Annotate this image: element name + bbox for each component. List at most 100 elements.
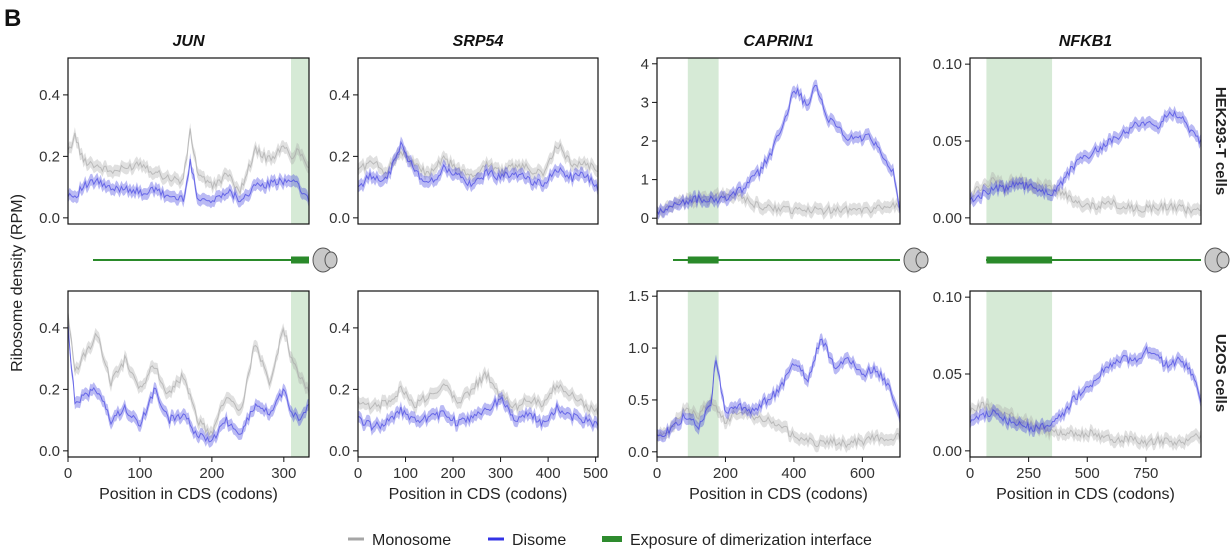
panel-label: B [4, 5, 21, 32]
ribosome-small-subunit [915, 251, 929, 269]
series-group [68, 122, 309, 209]
series-line-disome [358, 396, 598, 432]
series-band-disome [657, 79, 900, 220]
x-tick-label: 400 [536, 465, 561, 482]
panel-title: NFKB1 [1059, 33, 1112, 50]
x-axis-label: Position in CDS (codons) [99, 486, 278, 503]
panel-title: JUN [172, 33, 204, 50]
series-band-monosome [970, 396, 1201, 452]
x-tick-label: 0 [354, 465, 362, 482]
series-band-disome [358, 136, 598, 197]
panel-title: CAPRIN1 [743, 33, 813, 50]
y-tick-label: 0.5 [628, 392, 649, 409]
legend-swatch-interface [602, 536, 622, 542]
y-tick-label: 0.4 [39, 87, 60, 104]
legend-label-disome: Disome [512, 532, 566, 549]
dimerization-interface-bar [687, 256, 719, 264]
gene-schematic-caprin1 [673, 247, 929, 273]
series-band-disome [970, 341, 1201, 437]
y-tick-label: 2 [641, 133, 649, 150]
x-tick-label: 0 [653, 465, 661, 482]
x-tick-label: 200 [199, 465, 224, 482]
panel-frame [67, 57, 310, 225]
series-band-disome [657, 333, 900, 443]
x-axis-label: Position in CDS (codons) [389, 486, 568, 503]
x-tick-label: 300 [271, 465, 296, 482]
series-band-monosome [657, 393, 900, 453]
x-axis-label: Position in CDS (codons) [996, 486, 1175, 503]
series-group [970, 105, 1201, 220]
series-line-monosome [68, 313, 309, 437]
y-tick-label: 4 [641, 56, 649, 73]
panel-caprin1-hek293t: 0 1 2 3 4 CAPRIN1 [641, 33, 901, 227]
series-line-disome [358, 140, 598, 192]
panel-srp54-hek293t: 0.0 0.2 0.4 SRP54 [329, 33, 599, 227]
panel-jun-hek293t: 0.0 0.2 0.4 JUN [39, 33, 310, 227]
panel-frame [67, 290, 310, 458]
x-tick-label: 0 [966, 465, 974, 482]
y-tick-label: 0.4 [329, 87, 350, 104]
series-group [358, 366, 598, 436]
panel-nfkb1-hek293t: 0.00 0.05 0.10 NFKB1 [933, 33, 1202, 227]
panel-srp54-u2os: 0.0 0.2 0.4 0 100 200 300 400 500 Position in CDS… [329, 290, 608, 503]
x-tick-label: 200 [713, 465, 738, 482]
series-group [68, 307, 309, 448]
series-line-monosome [657, 396, 900, 449]
y-tick-label: 0.2 [329, 148, 350, 165]
series-line-disome [657, 338, 900, 437]
x-tick-label: 300 [488, 465, 513, 482]
interface-highlight [291, 291, 309, 457]
legend-label-monosome: Monosome [372, 532, 451, 549]
y-axis-label: Ribosome density (RPM) [9, 194, 26, 372]
series-line-monosome [970, 401, 1201, 447]
y-tick-label: 0.05 [933, 366, 962, 383]
panel-frame [656, 290, 901, 458]
series-band-disome [68, 318, 309, 448]
y-tick-label: 0.05 [933, 133, 962, 150]
series-group [358, 136, 598, 197]
series-line-monosome [358, 142, 598, 178]
row-label-u2os: U2OS cells [1212, 334, 1229, 412]
x-axis-label: Position in CDS (codons) [689, 486, 868, 503]
x-tick-label: 0 [64, 465, 72, 482]
row-label-hek: HEK293-T cells [1212, 87, 1229, 195]
series-group [970, 341, 1201, 452]
panel-caprin1-u2os: 0.0 0.5 1.0 1.5 0 200 400 600 Position in CDS (c… [628, 288, 901, 503]
y-tick-label: 0.2 [39, 381, 60, 398]
series-line-disome [970, 110, 1201, 203]
series-line-monosome [358, 370, 598, 416]
chart-panels: 0.0 0.2 0.4 JUN 0.0 0.2 0.4 SRP54 0 1 2 3 4 CAPRIN1 0.… [39, 33, 1202, 503]
y-tick-label: 1 [641, 172, 649, 189]
panel-frame [357, 290, 599, 458]
x-tick-label: 100 [393, 465, 418, 482]
ribosome-small-subunit [324, 251, 338, 269]
y-tick-label: 0.0 [39, 443, 60, 460]
legend-label-interface: Exposure of dimerization interface [630, 532, 872, 549]
y-tick-label: 0.2 [329, 381, 350, 398]
series-band-disome [68, 153, 309, 209]
x-tick-label: 500 [1075, 465, 1100, 482]
y-tick-label: 0.0 [329, 443, 350, 460]
panel-nfkb1-u2os: 0.00 0.05 0.10 0 250 500 750 Position in CDS (c… [933, 289, 1202, 503]
dimerization-interface-bar [986, 256, 1053, 264]
series-line-monosome [68, 128, 309, 195]
y-tick-label: 1.5 [628, 288, 649, 305]
series-band-disome [358, 391, 598, 436]
x-tick-label: 100 [127, 465, 152, 482]
y-tick-label: 0 [641, 210, 649, 227]
legend: Monosome Disome Exposure of dimerization… [348, 532, 872, 549]
x-tick-label: 400 [781, 465, 806, 482]
series-line-monosome [970, 176, 1201, 215]
y-tick-label: 0.00 [933, 210, 962, 227]
series-line-disome [68, 323, 309, 443]
x-tick-label: 500 [583, 465, 608, 482]
y-tick-label: 0.00 [933, 443, 962, 460]
interface-highlight [986, 291, 1053, 457]
y-tick-label: 0.4 [39, 320, 60, 337]
y-tick-label: 0.0 [39, 210, 60, 227]
series-line-disome [68, 158, 309, 204]
y-tick-label: 0.10 [933, 56, 962, 73]
series-band-monosome [68, 307, 309, 441]
x-tick-label: 200 [441, 465, 466, 482]
